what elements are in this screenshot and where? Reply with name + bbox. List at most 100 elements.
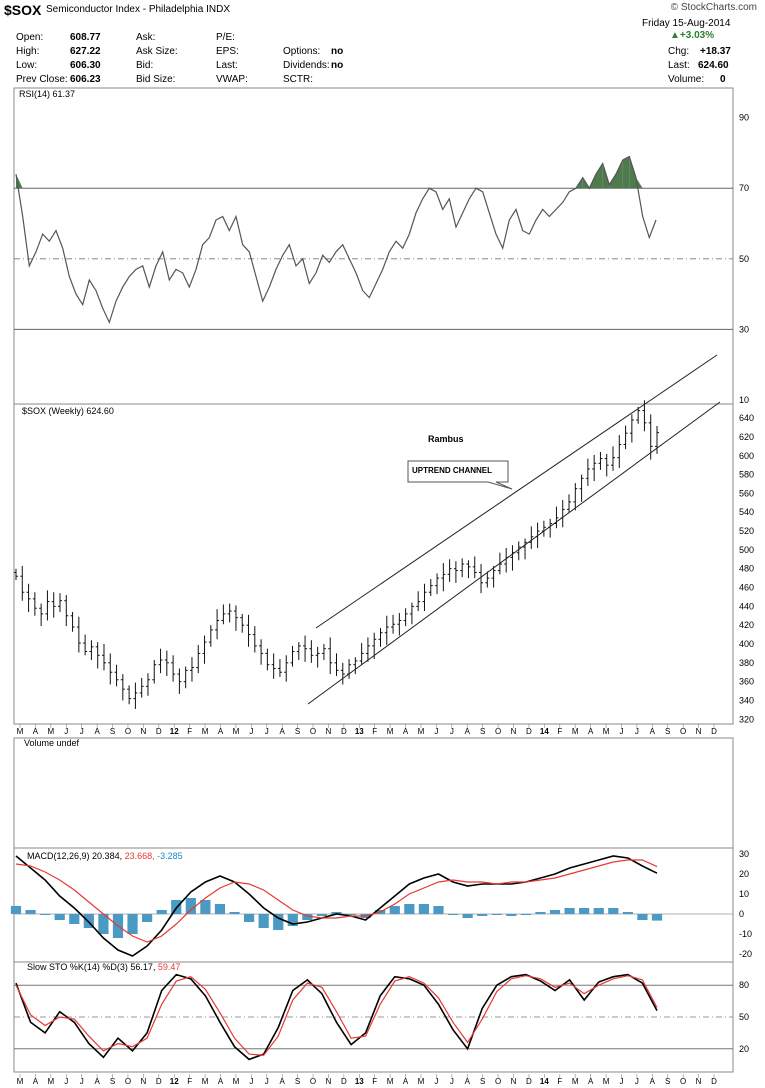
price-month-label: M xyxy=(418,727,425,736)
high-label: High: xyxy=(16,46,40,57)
sto-month-label: M xyxy=(202,1077,209,1086)
price-month-label: N xyxy=(696,727,702,736)
sto-month-label: O xyxy=(310,1077,316,1086)
macd-histogram-bar xyxy=(462,914,473,918)
right-last-label: Last: xyxy=(668,60,690,71)
sto-month-label: J xyxy=(434,1077,438,1086)
price-month-label: 14 xyxy=(540,727,549,736)
sto-month-label: A xyxy=(403,1077,409,1086)
rsi-panel: 10 30 50 70 90 xyxy=(14,113,749,405)
macd-histogram-bar xyxy=(651,914,663,921)
price-month-label: A xyxy=(588,727,594,736)
macd-tick-label: 0 xyxy=(739,909,744,919)
sto-month-label: D xyxy=(156,1077,162,1086)
right-last-value: 624.60 xyxy=(698,60,729,71)
rsi-tick-label: 10 xyxy=(739,395,749,405)
uptrend-callout-box xyxy=(407,460,513,490)
price-month-label: A xyxy=(218,727,224,736)
sto-tick-label: 50 xyxy=(739,1012,749,1022)
price-month-label: A xyxy=(280,727,286,736)
sto-tick-label: 80 xyxy=(739,980,749,990)
quote-date: Friday 15-Aug-2014 xyxy=(642,18,731,29)
macd-histogram-bar xyxy=(273,914,284,930)
sto-month-label: A xyxy=(650,1077,656,1086)
rambus-annotation: Rambus xyxy=(428,434,464,444)
macd-histogram-bar xyxy=(200,900,211,914)
rsi-overbought-fill xyxy=(616,160,623,189)
quote-header: $SOX Semiconductor Index - Philadelphia … xyxy=(0,0,765,86)
price-month-label: N xyxy=(326,727,332,736)
sto-month-label: M xyxy=(387,1077,394,1086)
price-tick-label: 620 xyxy=(739,432,754,442)
macd-histogram-bar xyxy=(418,904,430,914)
macd-histogram-bar xyxy=(389,906,400,914)
sto-month-label: S xyxy=(110,1077,115,1086)
sto-month-label: A xyxy=(33,1077,39,1086)
sto-month-label: S xyxy=(665,1077,670,1086)
price-month-label: D xyxy=(526,727,532,736)
volume-label: Volume: xyxy=(668,74,705,85)
macd-histogram-bar xyxy=(98,914,109,934)
prev-close-label: Prev Close: xyxy=(16,74,68,85)
price-tick-label: 480 xyxy=(739,564,754,574)
sto-month-label: O xyxy=(495,1077,501,1086)
chg-value: +18.37 xyxy=(700,46,731,57)
price-month-label: O xyxy=(125,727,131,736)
rsi-overbought-fill xyxy=(622,156,630,189)
sto-legend-d: 59.47 xyxy=(158,962,181,972)
price-month-label: J xyxy=(64,727,68,736)
rsi-tick-label: 30 xyxy=(739,324,749,334)
macd-histogram-bar xyxy=(243,914,255,922)
rsi-tick-label: 70 xyxy=(739,183,749,193)
sto-month-label: N xyxy=(140,1077,146,1086)
macd-histogram-bar xyxy=(549,910,561,914)
price-tick-label: 640 xyxy=(739,413,754,423)
price-month-label: S xyxy=(110,727,115,736)
sto-month-label: A xyxy=(94,1077,100,1086)
macd-line xyxy=(15,855,658,957)
price-month-label: D xyxy=(341,727,347,736)
rsi-overbought-fill xyxy=(629,156,636,189)
macd-histogram-bar xyxy=(520,914,531,915)
macd-histogram-bar xyxy=(302,914,313,920)
symbol-title: $SOX xyxy=(4,2,42,18)
price-month-label: F xyxy=(187,727,192,736)
macd-histogram-bar xyxy=(608,908,619,914)
macd-histogram-bar xyxy=(40,914,51,915)
price-tick-label: 420 xyxy=(739,620,754,630)
price-month-label: A xyxy=(33,727,39,736)
price-month-label: A xyxy=(650,727,656,736)
sto-month-label: N xyxy=(326,1077,332,1086)
price-tick-label: 560 xyxy=(739,488,754,498)
sto-month-label: 14 xyxy=(540,1077,549,1086)
sto-d-line xyxy=(15,975,658,1056)
sto-month-label: D xyxy=(526,1077,532,1086)
price-month-label: N xyxy=(511,727,517,736)
open-value: 608.77 xyxy=(70,32,101,43)
dividends-value: no xyxy=(331,60,344,71)
symbol-description: Semiconductor Index - Philadelphia INDX xyxy=(46,4,230,15)
macd-legend-value: 20.384, xyxy=(92,851,122,861)
volume-value: 0 xyxy=(720,74,726,85)
macd-legend-signal: 23.668, xyxy=(125,851,155,861)
sto-month-label: J xyxy=(265,1077,269,1086)
macd-histogram-bar xyxy=(564,908,575,914)
macd-histogram-bar xyxy=(331,912,342,914)
macd-histogram-bar xyxy=(10,906,22,914)
price-tick-label: 600 xyxy=(739,451,754,461)
macd-tick-label: 30 xyxy=(739,849,749,859)
macd-histogram-bar xyxy=(142,914,153,922)
price-month-label: A xyxy=(403,727,409,736)
panel-frame xyxy=(13,737,734,849)
sto-month-label: M xyxy=(603,1077,610,1086)
price-panel: 320 340 360 380 400 420 440 460 480 500 520 540 560 5… xyxy=(14,354,754,724)
macd-panel: -20 -10 0 10 20 30 xyxy=(10,849,752,959)
price-month-label: 13 xyxy=(355,727,364,736)
pe-label: P/E: xyxy=(216,32,235,43)
sto-month-label: J xyxy=(635,1077,639,1086)
sto-tick-label: 20 xyxy=(739,1044,749,1054)
price-tick-label: 320 xyxy=(739,714,754,724)
price-month-label: M xyxy=(572,727,579,736)
macd-histogram-bar xyxy=(622,912,633,914)
macd-legend-name: MACD(12,26,9) xyxy=(27,851,90,861)
